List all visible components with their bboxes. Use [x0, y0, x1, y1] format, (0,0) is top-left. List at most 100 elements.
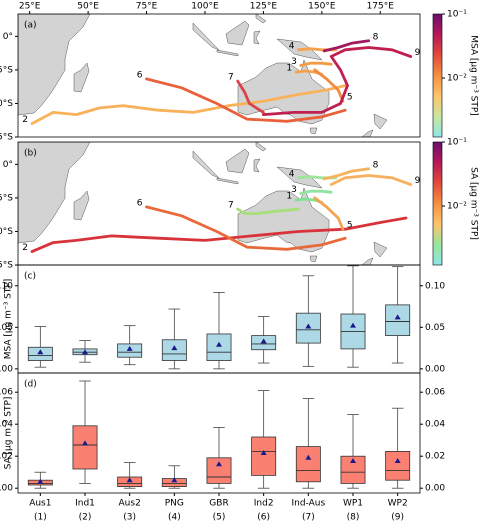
map-frame [17, 13, 421, 138]
trajectory-label: 9 [415, 48, 421, 58]
y-tick-label: 15°S [0, 193, 13, 203]
land [18, 14, 388, 137]
x-tick-label: Ind-Aus [291, 499, 325, 509]
y-tick-label-right: 0.06 [425, 388, 445, 398]
x-tick-number: (7) [302, 513, 315, 523]
mean-marker [216, 341, 222, 347]
trajectory-label: 2 [22, 243, 28, 253]
panel-label: (c) [24, 272, 36, 282]
x-tick-number: (2) [79, 513, 92, 523]
mean-marker [37, 478, 44, 484]
y-tick-label: 0.06 [0, 388, 13, 398]
x-tick-number: (3) [123, 513, 136, 523]
trajectory-label: 5 [347, 221, 353, 231]
y-tick-label: 45°S [0, 133, 13, 143]
trajectory [30, 216, 408, 253]
x-tick-label: Ind1 [75, 499, 95, 509]
mean-marker [350, 458, 356, 463]
colorbar-tick-label: 10⁻² [447, 202, 467, 212]
trajectory-label: 6 [137, 198, 143, 208]
trajectory-label: 8 [373, 32, 379, 42]
box [161, 339, 187, 361]
y-tick-label-right: 0.00 [425, 484, 445, 494]
mean-marker [171, 345, 178, 351]
trajectory [329, 174, 413, 186]
mean-marker [260, 338, 267, 344]
trajectory-label: 9 [415, 176, 421, 186]
trajectory-label: 1 [286, 192, 292, 202]
trajectory-label: 7 [228, 73, 234, 83]
panel-label: (a) [24, 21, 37, 31]
trajectory-label: 1 [286, 64, 292, 74]
mean-marker [394, 314, 401, 320]
x-tick-label: GBR [209, 499, 228, 509]
trajectory [262, 46, 413, 116]
colorbar [432, 141, 443, 266]
mean-marker [82, 349, 88, 355]
x-tick-label: 150°E [308, 2, 336, 12]
y-axis-label: MSA [μg m⁻³ STP] [4, 279, 14, 360]
trajectory [145, 77, 347, 123]
y-tick-label: 0.04 [0, 420, 13, 430]
trajectory [236, 207, 300, 215]
colorbar-tick-label: 10⁻¹ [447, 10, 467, 20]
trajectory [299, 189, 333, 195]
y-tick-label: 15°S [0, 65, 13, 75]
mean-marker [126, 345, 133, 351]
box [385, 450, 411, 481]
box [295, 446, 321, 483]
mean-marker [305, 454, 312, 460]
mean-marker [216, 461, 222, 467]
x-tick-number: (5) [213, 513, 226, 523]
box [385, 304, 411, 337]
trajectory-label: 5 [347, 93, 353, 103]
y-tick-label: 0° [3, 32, 13, 42]
x-tick-label: Aus1 [29, 499, 51, 509]
x-tick-label: WP1 [343, 499, 363, 509]
colorbar [432, 13, 443, 138]
trajectory [236, 79, 265, 114]
x-tick-label: 50°E [77, 2, 99, 12]
x-tick-label: 75°E [136, 2, 158, 12]
x-tick-number: (4) [168, 513, 181, 523]
y-tick-label: 30°S [0, 99, 13, 109]
x-tick-label: Ind2 [254, 499, 274, 509]
trajectories [30, 39, 413, 125]
panel-label: (b) [24, 149, 37, 159]
y-tick-label: 0° [3, 160, 13, 170]
trajectory [299, 61, 333, 67]
x-tick-number: (8) [347, 513, 360, 523]
trajectory-label: 6 [137, 70, 143, 80]
trajectory-label: 2 [22, 115, 28, 125]
colorbar-label: SA [μg m⁻³ STP] [469, 167, 479, 240]
panel-label: (d) [24, 380, 37, 390]
y-tick-label-right: 0.02 [425, 452, 445, 462]
mean-marker [126, 477, 133, 483]
mean-marker [394, 458, 401, 463]
x-tick-number: (1) [34, 513, 47, 523]
y-tick-label-right: 0.00 [425, 364, 445, 374]
trajectory-label: 3 [291, 185, 297, 195]
trajectory-label: 4 [289, 41, 295, 51]
trajectory [322, 167, 370, 181]
x-tick-label: PNG [165, 499, 184, 509]
mean-marker [82, 440, 88, 446]
box [251, 436, 277, 476]
mean-marker [37, 349, 44, 355]
trajectories [30, 167, 413, 253]
x-tick-label: Aus2 [119, 499, 141, 509]
colorbar-tick-label: 10⁻² [447, 74, 467, 84]
y-tick-label: 0.00 [0, 364, 13, 374]
mean-marker [305, 323, 312, 329]
map-b-land [18, 142, 388, 265]
y-tick-label-right: 0.04 [425, 420, 445, 430]
land [18, 142, 388, 265]
y-tick-label-right: 0.05 [425, 323, 445, 333]
trajectory [322, 39, 370, 53]
map-a-land [18, 14, 388, 137]
x-tick-label: 100°E [191, 2, 219, 12]
y-tick-label: 0.02 [0, 452, 13, 462]
x-tick-label: 125°E [250, 2, 278, 12]
x-tick-label: 25°E [19, 2, 41, 12]
